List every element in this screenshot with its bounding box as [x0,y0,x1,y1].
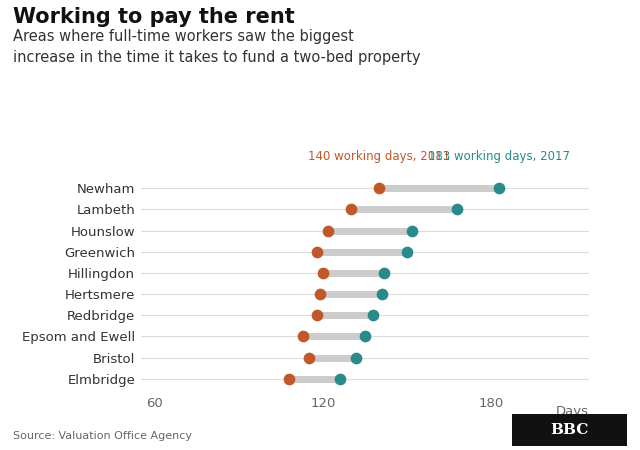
Point [407,227,417,234]
Point [317,269,328,276]
Text: Working to pay the rent: Working to pay the rent [13,7,294,27]
Point [312,312,323,319]
Text: Areas where full-time workers saw the biggest
increase in the time it takes to f: Areas where full-time workers saw the bi… [13,29,420,65]
Point [312,248,323,255]
Point [298,333,308,340]
Point [402,248,412,255]
Point [323,227,333,234]
Point [374,184,384,192]
Text: Days: Days [556,405,589,418]
Text: 140 working days, 2011: 140 working days, 2011 [308,150,450,163]
Point [315,291,325,298]
Point [380,269,390,276]
Point [494,184,504,192]
Text: BBC: BBC [550,423,589,437]
Point [346,206,356,213]
Point [351,354,362,361]
Point [284,375,294,382]
Point [376,291,387,298]
Point [360,333,370,340]
Point [368,312,378,319]
Point [452,206,462,213]
Text: 183 working days, 2017: 183 working days, 2017 [428,150,570,163]
Point [335,375,345,382]
Text: Source: Valuation Office Agency: Source: Valuation Office Agency [13,431,192,441]
Point [304,354,314,361]
